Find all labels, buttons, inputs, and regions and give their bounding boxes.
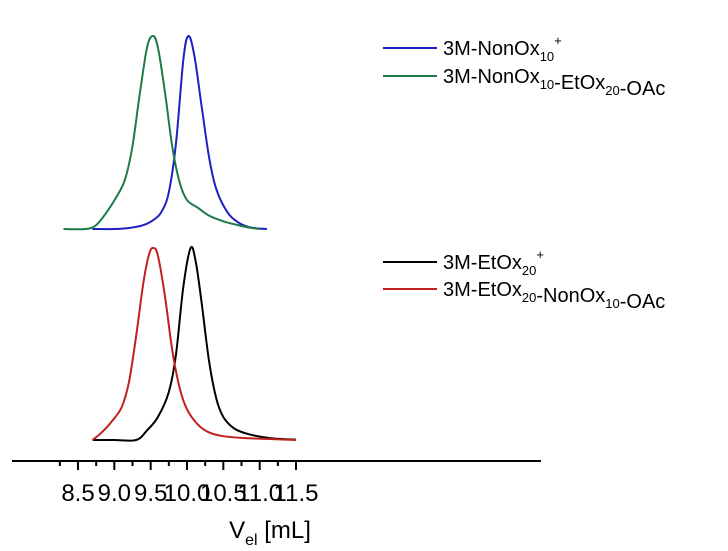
legend-label-0-1: 3M-NonOx10-EtOx20-OAc <box>443 66 665 100</box>
series-line-1-1 <box>91 246 297 441</box>
x-axis-title: Vel [mL] <box>229 517 311 549</box>
x-tick-label: 9.0 <box>98 480 131 507</box>
series-line-0-1 <box>63 34 260 231</box>
series-line-1-0 <box>92 246 297 442</box>
x-axis: 8.5 9.0 9.510.010.511.011.5 <box>12 460 541 507</box>
legend: 3M-NonOx10+3M-NonOx10-EtOx20-OAc 3M-EtOx2… <box>383 33 665 313</box>
x-tick-label: 11.0 <box>237 480 282 507</box>
legend-label-1-0: 3M-EtOx20+ <box>443 247 544 278</box>
x-tick-label: 10.5 <box>200 480 247 507</box>
x-tick-label: 9.5 <box>134 480 167 507</box>
legend-label-0-0: 3M-NonOx10+ <box>443 33 562 64</box>
plot-area <box>63 34 297 442</box>
x-tick-label: 11.5 <box>274 480 319 507</box>
x-tick-label: 10.0 <box>164 480 211 507</box>
series-line-0-0 <box>92 35 267 231</box>
legend-label-1-1: 3M-EtOx20-NonOx10-OAc <box>443 279 665 313</box>
x-tick-label: 8.5 <box>61 480 94 507</box>
